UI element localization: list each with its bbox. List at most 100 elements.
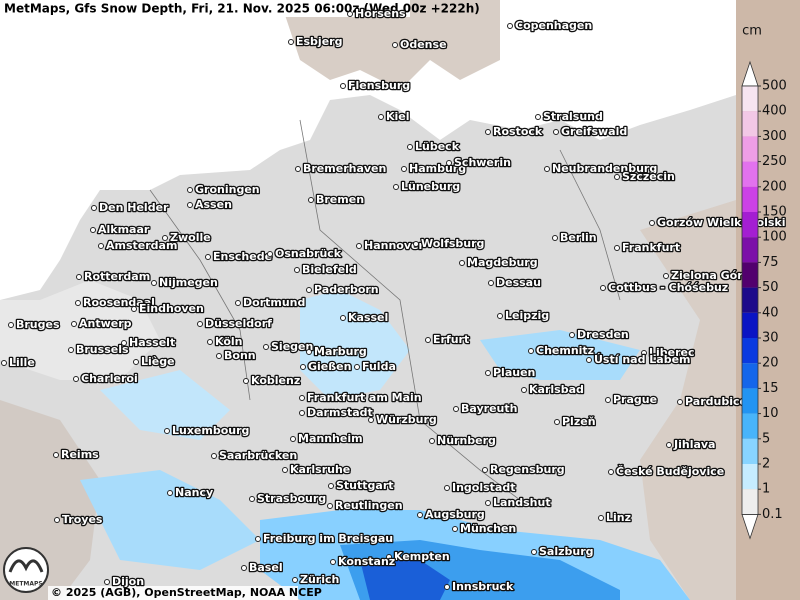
city-dot [649, 220, 655, 226]
legend-tick-label: 500 [762, 79, 787, 94]
legend-tick-label: 1 [762, 482, 770, 497]
city-label: Dessau [496, 276, 541, 289]
city-dot [677, 399, 683, 405]
city-label: Neubrandenburg [552, 162, 657, 175]
city-label: Darmstadt [307, 406, 373, 419]
legend-tick-label: 40 [762, 305, 779, 320]
city-dot [552, 235, 558, 241]
city-dot [294, 267, 300, 273]
city-dot [340, 83, 346, 89]
city-label: Flensburg [348, 79, 410, 92]
logo-mark [8, 559, 44, 573]
city-dot [554, 419, 560, 425]
city-label: Magdeburg [467, 256, 538, 269]
city-label: Regensburg [490, 463, 565, 476]
city-dot [330, 559, 336, 565]
city-dot [90, 227, 96, 233]
city-label: Nancy [175, 486, 213, 499]
city-label: Jihlava [673, 438, 715, 451]
city-label: Fulda [362, 360, 396, 373]
city-label: Hannover [364, 239, 424, 252]
city-label: Rostock [493, 125, 543, 138]
city-label: Ingolstadt [452, 481, 516, 494]
legend-tick-label: 20 [762, 356, 779, 371]
title: MetMaps, Gfs Snow Depth, Fri, 21. Nov. 2… [4, 2, 480, 16]
legend-tick-label: 0.1 [762, 507, 783, 522]
city-dot [531, 549, 537, 555]
city-dot [167, 490, 173, 496]
snow-area [80, 470, 260, 570]
legend-color [742, 338, 758, 364]
legend-tick-label: 100 [762, 230, 787, 245]
city-label: Antwerp [79, 317, 132, 330]
legend-color [742, 388, 758, 414]
city-dot [528, 348, 534, 354]
city-dot [249, 496, 255, 502]
city-dot [614, 174, 620, 180]
city-dot [354, 364, 360, 370]
city-dot [347, 11, 353, 17]
city-label: Kassel [348, 311, 388, 324]
city-label: Paderborn [314, 283, 379, 296]
city-label: Innsbruck [452, 580, 514, 593]
city-label: Osnabrück [275, 247, 342, 260]
city-dot [205, 254, 211, 260]
city-dot [488, 280, 494, 286]
city-dot [75, 300, 81, 306]
city-label: Frankfurt am Main [307, 391, 422, 404]
city-label: Kempten [394, 550, 450, 563]
city-dot [453, 406, 459, 412]
city-label: Roosendaal [83, 296, 155, 309]
city-dot [131, 306, 137, 312]
city-dot [485, 500, 491, 506]
city-dot [413, 241, 419, 247]
city-label: Reutlingen [335, 499, 403, 512]
city-label: Marburg [314, 345, 367, 358]
legend-tick-label: 5 [762, 431, 770, 446]
city-dot [386, 554, 392, 560]
city-label: Cottbus - Chóśebuz [608, 281, 728, 294]
city-dot [328, 483, 334, 489]
city-dot [91, 205, 97, 211]
city-label: Dortmund [243, 296, 305, 309]
city-dot [187, 187, 193, 193]
legend-color [742, 489, 758, 515]
city-dot [605, 397, 611, 403]
city-dot [54, 517, 60, 523]
copyright: © 2025 (AGB), OpenStreetMap, NOAA NCEP [51, 586, 322, 599]
land-belgium [0, 280, 160, 380]
city-label: Düsseldorf [205, 317, 272, 330]
city-label: Lille [9, 356, 35, 369]
city-label: Leipzig [505, 309, 549, 322]
city-label: Erfurt [433, 333, 469, 346]
logo-text: METMAPS [9, 581, 43, 588]
city-label: Plauen [493, 366, 535, 379]
city-label: Nürnberg [437, 434, 496, 447]
city-label: Wolfsburg [421, 237, 484, 250]
snow-area [360, 560, 450, 600]
legend-tick-label: 150 [762, 205, 787, 220]
city-dot [68, 347, 74, 353]
city-dot [663, 273, 669, 279]
city-dot [1, 360, 7, 366]
city-label: Esbjerg [296, 35, 342, 48]
legend-tick-label: 300 [762, 129, 787, 144]
city-dot [356, 243, 362, 249]
city-label: Stralsund [543, 110, 603, 123]
city-dot [641, 350, 647, 356]
legend-color [742, 237, 758, 263]
city-dot [521, 387, 527, 393]
legend-color [742, 262, 758, 288]
city-dot [267, 251, 273, 257]
city-label: Freiburg im Breisgau [263, 532, 393, 545]
city-dot [299, 395, 305, 401]
city-label: Konstanz [338, 555, 395, 568]
legend-tick-label: 2 [762, 457, 770, 472]
city-label: Plzeň [562, 415, 596, 428]
city-label: Kiel [386, 110, 410, 123]
city-label: Zürich [300, 573, 339, 586]
city-dot [300, 364, 306, 370]
city-label: Lüneburg [401, 180, 460, 193]
city-dot [207, 339, 213, 345]
